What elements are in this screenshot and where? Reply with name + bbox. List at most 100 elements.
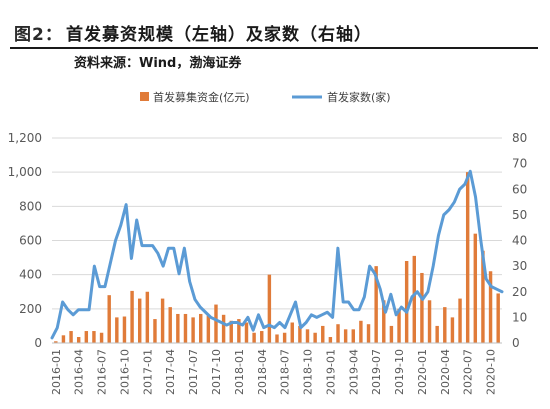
x-tick-label: 2020-01 bbox=[416, 349, 429, 395]
bar bbox=[267, 274, 272, 343]
bar bbox=[260, 331, 264, 343]
bar bbox=[473, 233, 478, 343]
line-point bbox=[194, 298, 196, 301]
left-tick-label: 0 bbox=[34, 336, 42, 350]
line-point bbox=[384, 311, 387, 313]
line-point bbox=[210, 316, 212, 318]
line-point bbox=[427, 291, 429, 293]
bar bbox=[412, 255, 416, 344]
bar bbox=[138, 298, 142, 343]
line-point bbox=[342, 301, 344, 303]
bar bbox=[76, 337, 81, 343]
x-tick-label-group: 2020-10 bbox=[485, 349, 498, 395]
header-divider bbox=[10, 47, 538, 49]
bar bbox=[199, 313, 203, 343]
x-tick-label: 2016-07 bbox=[96, 349, 109, 395]
line-point bbox=[104, 286, 106, 288]
legend-label-line: 首发家数(家) bbox=[327, 90, 391, 104]
right-tick-label: 70 bbox=[512, 157, 527, 171]
line-point bbox=[337, 247, 339, 249]
bar bbox=[183, 313, 188, 343]
line-point bbox=[448, 209, 450, 211]
x-tick-label-group: 2017-04 bbox=[164, 349, 177, 395]
x-tick-label-group: 2016-01 bbox=[50, 349, 63, 395]
line-point bbox=[99, 286, 101, 288]
bar bbox=[214, 304, 218, 343]
x-tick-label-group: 2016-10 bbox=[118, 349, 131, 395]
right-tick-label: 20 bbox=[512, 285, 527, 299]
line-point bbox=[130, 257, 133, 260]
x-tick-label-group: 2016-04 bbox=[73, 349, 86, 395]
bar bbox=[420, 272, 424, 343]
x-tick-label-group: 2020-01 bbox=[416, 349, 429, 395]
x-tick-label: 2016-10 bbox=[118, 349, 131, 395]
bar bbox=[176, 313, 180, 343]
bar bbox=[130, 290, 134, 343]
bar bbox=[458, 298, 462, 343]
right-tick-label: 40 bbox=[512, 234, 527, 248]
right-tick-label: 30 bbox=[512, 259, 527, 273]
bar bbox=[206, 315, 211, 343]
bar bbox=[443, 307, 447, 344]
bar bbox=[298, 325, 302, 343]
line-series-group bbox=[50, 169, 504, 340]
bar bbox=[382, 300, 386, 343]
line-point bbox=[363, 296, 365, 298]
line-point bbox=[437, 234, 440, 236]
line-point bbox=[215, 319, 217, 321]
right-tick-label: 60 bbox=[512, 182, 527, 196]
line-point bbox=[263, 327, 265, 329]
bar bbox=[374, 266, 378, 344]
bar bbox=[427, 300, 432, 343]
line-point bbox=[220, 321, 223, 324]
x-tick-label: 2019-10 bbox=[393, 349, 406, 395]
right-tick-label: 10 bbox=[512, 310, 527, 324]
bar bbox=[343, 329, 348, 343]
axes-group: 0 200 400 600 800 1,000 1,200 0 10 20 30 40 50 60 70 80… bbox=[8, 131, 528, 395]
bar bbox=[54, 341, 58, 343]
line-point bbox=[485, 278, 487, 280]
x-tick-label-group: 2020-04 bbox=[439, 349, 452, 395]
bar bbox=[92, 331, 96, 343]
bar bbox=[313, 332, 317, 343]
bar bbox=[99, 332, 104, 343]
line-point bbox=[199, 306, 201, 308]
line-point bbox=[464, 183, 466, 185]
x-tick-label: 2018-07 bbox=[279, 349, 292, 395]
bar bbox=[496, 293, 500, 343]
line-point bbox=[136, 219, 138, 221]
line-point bbox=[369, 265, 371, 267]
line-point bbox=[501, 291, 503, 293]
x-tick-label-group: 2018-10 bbox=[302, 349, 315, 395]
line-point bbox=[331, 316, 334, 318]
line-point bbox=[474, 196, 477, 198]
line-point bbox=[247, 316, 249, 318]
line-point bbox=[157, 252, 159, 254]
x-tick-label-group: 2018-01 bbox=[233, 349, 246, 395]
bar bbox=[305, 329, 310, 343]
line-point bbox=[77, 309, 80, 311]
bar bbox=[160, 298, 165, 343]
left-tick-label: 400 bbox=[19, 268, 42, 282]
line-point bbox=[125, 204, 127, 206]
x-tick-label-group: 2019-04 bbox=[347, 349, 360, 395]
line-point bbox=[273, 327, 275, 329]
x-tick-label: 2018-10 bbox=[302, 349, 315, 395]
bar-series-group bbox=[54, 172, 500, 344]
bar bbox=[351, 329, 355, 343]
grid-lines bbox=[52, 137, 502, 310]
x-tick-label-group: 2019-01 bbox=[324, 349, 337, 395]
line-point bbox=[310, 314, 313, 316]
line-point bbox=[183, 247, 185, 249]
line-point bbox=[51, 337, 53, 339]
x-tick-label: 2016-04 bbox=[73, 349, 86, 395]
bar bbox=[122, 316, 127, 343]
bar bbox=[328, 337, 333, 343]
line-point bbox=[252, 329, 254, 331]
line-point bbox=[61, 301, 64, 303]
bar bbox=[481, 250, 485, 343]
line-point bbox=[453, 201, 455, 203]
line-point bbox=[226, 324, 228, 326]
bar bbox=[168, 307, 172, 344]
